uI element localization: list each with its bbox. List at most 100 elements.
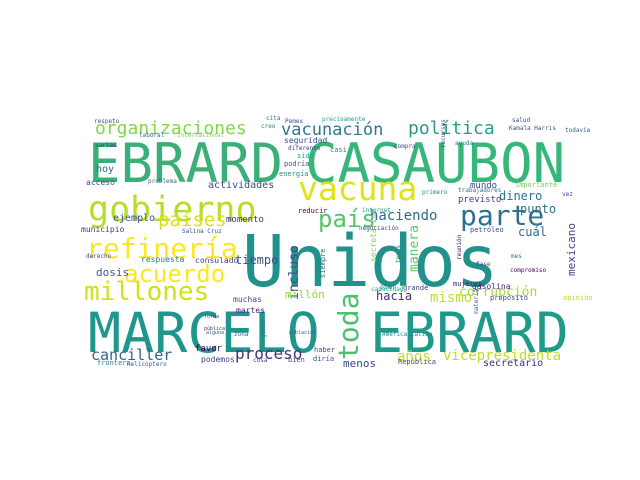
word-cloud-word: Unidos [242, 220, 498, 303]
word-cloud-word: EBRARD [88, 132, 283, 195]
word-cloud-word: temas [395, 245, 402, 263]
word-cloud-word: proceso [235, 344, 302, 363]
word-cloud-word: hoy [96, 164, 114, 175]
word-cloud-word: vicepresidenta [443, 348, 561, 364]
word-cloud-word: acuerdo [124, 260, 225, 288]
word-cloud-word: vacuna [298, 169, 417, 208]
word-cloud-word: seguridad [284, 136, 328, 145]
word-cloud-word: derecho [86, 253, 112, 260]
word-cloud-word: mujeres [453, 280, 483, 288]
word-cloud-word: secretaría [369, 214, 378, 262]
word-cloud-word: mes [511, 253, 522, 260]
word-cloud-word: población [289, 329, 316, 336]
word-cloud-word: frontera [97, 359, 131, 367]
word-cloud-word: pública [204, 325, 225, 332]
word-cloud-word: organizaciones [95, 118, 247, 139]
word-cloud-word: mundo [470, 181, 497, 191]
word-cloud-word: cosa [253, 357, 268, 364]
word-cloud-word: millones [84, 277, 209, 307]
word-cloud-word: propósito [490, 294, 528, 302]
word-cloud-word: gente [260, 320, 267, 338]
word-cloud-word: MARCELO [88, 301, 320, 365]
word-cloud-word: menos [343, 357, 376, 370]
word-cloud-word: alguna [206, 330, 224, 336]
word-cloud-word: trabajadores [458, 187, 502, 194]
word-cloud-word: refinería [86, 232, 238, 265]
word-cloud-word: EBRARD [370, 301, 569, 365]
word-cloud-word: internacional [177, 132, 224, 139]
word-cloud-word: dinero [499, 189, 542, 203]
word-cloud-word: compra [394, 143, 416, 150]
word-cloud-word: millón [285, 288, 325, 301]
word-cloud-word: mexicano [565, 223, 578, 276]
word-cloud-word: acceso [86, 178, 115, 187]
word-cloud-word: municipio [81, 225, 125, 234]
word-cloud-word: punto [520, 202, 556, 216]
word-cloud-word: CASAUBON [305, 132, 565, 195]
word-cloud-word: reunión [456, 234, 463, 260]
word-cloud-word: bien [288, 356, 305, 364]
word-cloud-word: años [397, 349, 431, 365]
word-cloud-word: mismo [430, 290, 472, 306]
word-cloud-word: opinión [563, 294, 593, 302]
word-cloud-word: fase [476, 261, 491, 268]
word-cloud-word: hacia [376, 289, 412, 303]
word-cloud-word: sido [297, 152, 314, 160]
word-cloud-word: cuál [518, 225, 547, 239]
word-cloud-word: diría [313, 355, 334, 363]
word-cloud-word: ejemplo [113, 213, 155, 224]
word-cloud-word: vacunación [281, 120, 383, 140]
word-cloud-word: cita [266, 115, 281, 122]
word-cloud-word: forma [204, 314, 219, 320]
word-cloud-word: recursos [440, 119, 447, 148]
word-cloud-word: República [398, 358, 436, 366]
word-cloud-word: laboral [139, 132, 165, 139]
word-cloud-word: canciller [91, 346, 172, 364]
word-cloud-word: países [158, 209, 227, 231]
word-cloud-word: corrupción [459, 285, 537, 300]
word-cloud-word: haciendo [370, 208, 437, 224]
word-cloud-word: petróleo [470, 226, 504, 234]
word-cloud-word: América Latina [382, 331, 433, 338]
word-cloud-word: podemos [201, 355, 235, 364]
word-cloud-word: consulado [195, 256, 239, 265]
word-cloud-word: favor [195, 344, 223, 354]
word-cloud-word: toda [332, 293, 365, 360]
word-cloud-word: muchas [233, 295, 262, 304]
word-cloud-word: siempre [319, 248, 327, 278]
word-cloud-word: gobierno [88, 190, 257, 230]
word-cloud-word: grande [403, 284, 428, 292]
word-cloud-word: primero [422, 189, 448, 196]
word-cloud-word: momento [226, 215, 264, 225]
word-cloud-word: materia [473, 288, 480, 314]
word-cloud-word: actividades [208, 180, 274, 191]
word-cloud-word: secretario [483, 358, 543, 369]
word-cloud-word: tiempo [235, 253, 278, 267]
word-cloud-word: reducir [298, 207, 328, 215]
word-cloud-word: incluso [287, 245, 302, 300]
word-cloud-word: política [408, 118, 495, 139]
word-cloud-word: país [318, 205, 376, 233]
word-cloud-word: Salina Cruz [182, 228, 222, 235]
word-cloud-word: problema [148, 178, 177, 185]
word-cloud-word: ayuda [455, 140, 473, 147]
word-cloud-word: internet [362, 207, 391, 214]
word-cloud-word: todavía [565, 127, 591, 134]
word-cloud-word: precisamente [322, 116, 366, 123]
word-cloud-word: energía [279, 170, 309, 178]
word-cloud-word: vez [562, 191, 573, 198]
word-cloud-word: capacidad [371, 286, 404, 293]
word-cloud-word: parte [460, 199, 544, 232]
word-cloud-word: plan [380, 284, 395, 291]
word-cloud-word: salud [512, 117, 530, 124]
word-cloud-word: podría [284, 160, 309, 168]
word-cloud-word: creo [261, 123, 276, 130]
word-cloud-word: diferente [288, 145, 321, 152]
word-cloud-word: dosis [96, 266, 129, 279]
word-cloud-word: Pemex [285, 118, 303, 125]
word-cloud-word: gasolina [472, 282, 511, 291]
word-cloud-word: casi [330, 146, 347, 154]
word-cloud-word: respeto [94, 118, 120, 125]
